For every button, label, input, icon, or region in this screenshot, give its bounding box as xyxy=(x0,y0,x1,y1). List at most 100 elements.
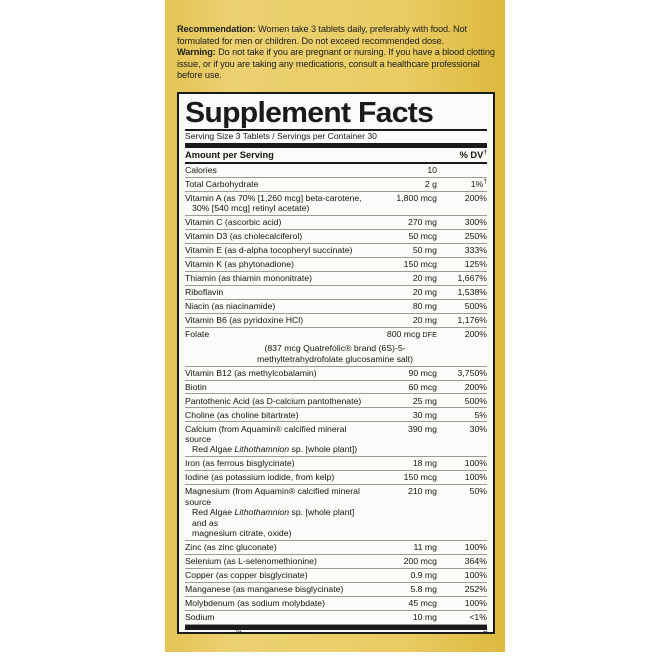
nutrient-note-line1: (837 mcg Quatrefolic® brand (6S)-5- xyxy=(264,343,406,354)
nutrient-amount: 10 xyxy=(363,163,437,178)
nutrient-amount: 1,800 mcg xyxy=(363,191,437,217)
table-row: Niacin (as niacinamide) 80 mg 500% xyxy=(185,299,487,315)
nutrient-name-line: Vitamin E (as d-alpha tocopheryl succina… xyxy=(185,245,353,256)
header-rule-row xyxy=(185,161,487,164)
nutrient-name-line: Iodine (as potassium iodide, from kelp) xyxy=(185,472,335,483)
nutrient-amount: 200 mcg xyxy=(363,554,437,569)
species-name: Lithothamnion xyxy=(234,444,290,455)
nutrient-name: Manganese (as manganese bisglycinate) xyxy=(185,582,363,597)
nutrient-name-line: Folate xyxy=(185,329,210,340)
warning-text: Do not take if you are pregnant or nursi… xyxy=(177,47,495,81)
nutrient-name-line: Total Carbohydrate xyxy=(185,179,259,190)
nutrient-daily-value: 364% xyxy=(437,554,487,569)
nutrient-daily-value: <1% xyxy=(437,610,487,625)
header-under-rule xyxy=(185,161,487,164)
table-row: Copper (as copper bisglycinate) 0.9 mg 100… xyxy=(185,568,487,583)
header-spacer xyxy=(363,148,437,162)
nutrient-daily-value: 1,667% xyxy=(437,271,487,287)
nutrient-amount: 45 mcg xyxy=(363,596,437,611)
table-row: Calcium (from Aquamin® calcified mineral… xyxy=(185,421,487,458)
nutrient-name-line: Zinc (as zinc gluconate) xyxy=(185,542,277,553)
nutrient-daily-value: 3,750% xyxy=(437,366,487,381)
nutrient-name: Biotin xyxy=(185,380,363,395)
blend-thick-rule xyxy=(185,624,487,630)
nutrient-name-line: Riboflavin xyxy=(185,287,224,298)
recommendation-paragraph: Recommendation: Women take 3 tablets dai… xyxy=(177,24,495,47)
table-row: Vitamin D3 (as cholecalciferol) 50 mcg 250… xyxy=(185,229,487,245)
nutrient-amount: 80 mg xyxy=(363,299,437,315)
table-row: Vitamin K (as phytonadione) 150 mcg 125% xyxy=(185,257,487,273)
table-row: Sodium 10 mg <1% xyxy=(185,610,487,625)
nutrient-daily-value: 300% xyxy=(437,215,487,231)
blend-daily-value: ** xyxy=(437,630,488,634)
nutrient-daily-value: 250% xyxy=(437,229,487,245)
nutrient-name-line2: 30% [540 mcg] retinyl acetate) xyxy=(192,203,310,214)
supplement-facts-title: Supplement Facts xyxy=(185,97,434,129)
table-row: Folate 800 mcg DFE 200% xyxy=(185,328,487,342)
nutrient-name-line: Molybdenum (as sodium molybdate) xyxy=(185,597,326,608)
nutrient-amount: 50 mg xyxy=(363,243,437,259)
blend-footnote-marker: ** xyxy=(482,630,488,634)
table-row: Riboflavin 20 mg 1,538% xyxy=(185,285,487,301)
nutrient-amount: 25 mg xyxy=(363,393,437,409)
nutrient-name-line: Selenium (as L-selenomethionine) xyxy=(185,556,317,566)
nutrient-name-line: Pantothenic Acid (as D-calcium pantothen… xyxy=(185,395,362,406)
nutrient-amount: 90 mcg xyxy=(363,366,437,381)
table-row: Vitamin E (as d-alpha tocopheryl succina… xyxy=(185,243,487,259)
nutrient-name-line3: magnesium citrate, oxide) xyxy=(192,528,292,539)
nutrient-name: Vitamin C (ascorbic acid) xyxy=(185,215,363,231)
nutrient-daily-value: 252% xyxy=(437,582,487,597)
nutrient-name: Riboflavin xyxy=(185,285,363,301)
nutrient-amount: 50 mcg xyxy=(363,229,437,245)
nutrient-amount: 10 mg xyxy=(363,610,437,625)
nutrient-amount: 18 mg xyxy=(363,456,437,472)
blend-name: Daily Greens™ Blend: Spirulina, Kelp, Ba… xyxy=(185,630,363,632)
table-row: Zinc (as zinc gluconate) 11 mg 100% xyxy=(185,540,487,555)
nutrient-name: Sodium xyxy=(185,610,363,625)
nutrient-name: Calories xyxy=(185,163,363,178)
nutrient-amount: 5.8 mg xyxy=(363,582,437,597)
nutrient-name-line: Magnesium (from Aquamin® calcified miner… xyxy=(185,486,360,507)
blend-amount: 400 mg xyxy=(363,630,437,632)
nutrient-name: Total Carbohydrate xyxy=(185,177,363,192)
nutrient-name-line2: Red Algae Lithothamnion sp. [whole plant… xyxy=(192,444,358,455)
dv-dagger: † xyxy=(483,178,487,186)
table-row: Choline (as choline bitartrate) 30 mg 5% xyxy=(185,407,487,423)
nutrient-amount: 150 mcg xyxy=(363,257,437,273)
nutrient-name-line: Thiamin (as thiamin mononitrate) xyxy=(185,273,312,284)
table-row: Manganese (as manganese bisglycinate) 5.8… xyxy=(185,582,487,597)
nutrient-note: (837 mcg Quatrefolic® brand (6S)-5- methy… xyxy=(185,342,487,367)
table-row: Pantothenic Acid (as D-calcium pantothen… xyxy=(185,393,487,409)
species-name: Lithothamnion xyxy=(234,507,290,518)
table-row: Calories 10 xyxy=(185,163,487,178)
warning-label: Warning: xyxy=(177,47,216,58)
title-rule xyxy=(185,129,487,131)
nutrient-name: Copper (as copper bisglycinate) xyxy=(185,568,363,583)
nutrient-name-line: Vitamin C (ascorbic acid) xyxy=(185,217,282,228)
nutrient-name: Vitamin B12 (as methylcobalamin) xyxy=(185,366,363,381)
nutrient-amount: 11 mg xyxy=(363,540,437,555)
nutrient-name-line: Vitamin K (as phytonadione) xyxy=(185,259,294,270)
notice-block: Recommendation: Women take 3 tablets dai… xyxy=(177,24,495,82)
nutrient-name: Molybdenum (as sodium molybdate) xyxy=(185,596,363,611)
nutrient-amount: 2 g xyxy=(363,177,437,192)
nutrient-name: Vitamin B6 (as pyridoxine HCl) xyxy=(185,313,363,329)
nutrient-name: Pantothenic Acid (as D-calcium pantothen… xyxy=(185,393,363,409)
nutrient-name: Selenium (as L-selenomethionine) xyxy=(185,554,363,569)
table-row: Vitamin B6 (as pyridoxine HCl) 20 mg 1,176… xyxy=(185,313,487,329)
nutrient-name-line: Choline (as choline bitartrate) xyxy=(185,409,299,420)
nutrient-amount: 270 mg xyxy=(363,215,437,231)
nutrient-daily-value: 50% xyxy=(437,484,487,541)
nutrient-name: Iron (as ferrous bisglycinate) xyxy=(185,456,363,472)
warning-paragraph: Warning: Do not take if you are pregnant… xyxy=(177,47,495,82)
nutrient-name-line: Biotin xyxy=(185,381,207,392)
serving-size-line: Serving Size 3 Tablets / Servings per Co… xyxy=(185,131,377,141)
table-row: Iron (as ferrous bisglycinate) 18 mg 100% xyxy=(185,456,487,472)
blend-name-line1: Daily Greens™ Blend: Spirulina, Kelp, Ba… xyxy=(185,630,357,632)
nutrient-daily-value: 500% xyxy=(437,393,487,409)
amount-per-serving-header: Amount per Serving xyxy=(185,149,274,160)
nutrient-daily-value: 100% xyxy=(437,540,487,555)
nutrient-amount: 150 mcg xyxy=(363,470,437,486)
nutrient-daily-value xyxy=(437,163,487,178)
nutrient-daily-value: 100% xyxy=(437,596,487,611)
